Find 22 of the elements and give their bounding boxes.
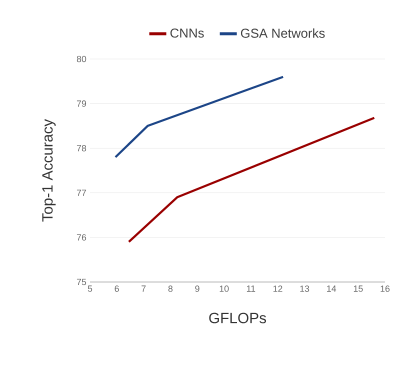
x-tick-label: 12 xyxy=(273,286,282,292)
y-tick-label: 78 xyxy=(76,145,86,152)
legend-label: CNNs xyxy=(170,28,204,38)
y-tick-label: 80 xyxy=(76,56,86,62)
y-tick-label: 75 xyxy=(76,278,86,286)
x-tick-label: 13 xyxy=(300,286,310,292)
y-tick-label: 76 xyxy=(76,234,86,241)
x-tick-label: 6 xyxy=(114,286,119,292)
y-tick-label: 77 xyxy=(76,190,86,196)
x-tick-label: 8 xyxy=(168,286,173,292)
x-tick-label: 9 xyxy=(195,286,200,292)
legend-label: GSA Networks xyxy=(240,28,325,38)
y-axis-title: Top-1 Accuracy xyxy=(42,119,56,222)
y-tick-label: 79 xyxy=(76,100,86,107)
x-tick-label: 10 xyxy=(220,286,229,292)
x-tick-label: 14 xyxy=(327,286,336,292)
x-tick-label: 16 xyxy=(380,286,390,292)
x-tick-label: 5 xyxy=(88,286,92,292)
x-tick-label: 11 xyxy=(246,286,256,292)
x-axis-title: GFLOPs xyxy=(209,312,266,324)
x-tick-label: 7 xyxy=(142,286,146,292)
x-tick-label: 15 xyxy=(354,286,363,292)
